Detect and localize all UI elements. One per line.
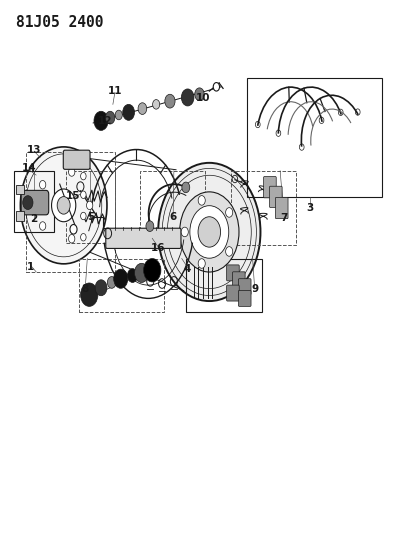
Circle shape bbox=[165, 94, 175, 108]
Text: 15: 15 bbox=[66, 191, 81, 201]
Circle shape bbox=[21, 147, 107, 264]
Text: 3: 3 bbox=[306, 203, 313, 213]
Circle shape bbox=[69, 235, 75, 243]
FancyBboxPatch shape bbox=[227, 265, 239, 281]
Circle shape bbox=[198, 217, 220, 247]
Circle shape bbox=[226, 247, 233, 256]
Text: 4: 4 bbox=[184, 264, 191, 274]
Circle shape bbox=[135, 263, 149, 282]
Circle shape bbox=[81, 283, 98, 306]
Circle shape bbox=[123, 104, 135, 120]
Bar bbox=[141, 171, 205, 243]
FancyBboxPatch shape bbox=[233, 272, 245, 288]
FancyBboxPatch shape bbox=[275, 197, 288, 219]
Circle shape bbox=[87, 201, 93, 209]
Circle shape bbox=[81, 172, 86, 180]
Text: 9: 9 bbox=[251, 284, 258, 294]
Text: 10: 10 bbox=[196, 93, 211, 103]
Circle shape bbox=[143, 259, 161, 282]
Bar bbox=[247, 78, 382, 197]
Circle shape bbox=[40, 222, 46, 230]
Circle shape bbox=[198, 259, 205, 268]
Circle shape bbox=[158, 163, 260, 301]
Text: 11: 11 bbox=[107, 86, 122, 96]
Text: 13: 13 bbox=[27, 144, 41, 155]
FancyBboxPatch shape bbox=[227, 285, 239, 301]
Circle shape bbox=[195, 88, 204, 101]
Bar bbox=[186, 259, 262, 312]
Bar bbox=[66, 171, 115, 243]
Circle shape bbox=[81, 191, 86, 198]
Text: 6: 6 bbox=[169, 212, 177, 222]
FancyBboxPatch shape bbox=[239, 279, 251, 295]
Circle shape bbox=[70, 224, 77, 234]
Circle shape bbox=[95, 280, 107, 296]
Circle shape bbox=[152, 100, 160, 109]
Circle shape bbox=[213, 83, 220, 91]
FancyBboxPatch shape bbox=[16, 211, 24, 221]
FancyBboxPatch shape bbox=[263, 176, 276, 198]
Circle shape bbox=[57, 197, 70, 214]
Circle shape bbox=[114, 269, 128, 288]
Circle shape bbox=[107, 277, 116, 288]
Text: 12: 12 bbox=[98, 116, 112, 126]
Circle shape bbox=[181, 89, 194, 106]
Circle shape bbox=[190, 206, 229, 258]
Bar bbox=[15, 171, 54, 232]
Circle shape bbox=[40, 181, 46, 189]
Bar bbox=[26, 152, 115, 272]
Circle shape bbox=[181, 227, 188, 237]
FancyBboxPatch shape bbox=[239, 290, 251, 306]
Text: 5: 5 bbox=[87, 212, 94, 222]
Circle shape bbox=[94, 111, 108, 131]
FancyBboxPatch shape bbox=[269, 186, 282, 207]
Text: 14: 14 bbox=[22, 163, 36, 173]
Text: 8: 8 bbox=[82, 284, 89, 294]
FancyBboxPatch shape bbox=[106, 228, 181, 248]
Circle shape bbox=[81, 212, 86, 220]
Text: 1: 1 bbox=[26, 262, 34, 271]
Circle shape bbox=[115, 110, 122, 120]
Text: 81J05 2400: 81J05 2400 bbox=[17, 14, 104, 29]
Circle shape bbox=[146, 221, 154, 231]
FancyBboxPatch shape bbox=[16, 184, 24, 194]
Circle shape bbox=[52, 189, 76, 222]
FancyBboxPatch shape bbox=[21, 190, 49, 215]
Circle shape bbox=[69, 168, 75, 176]
Circle shape bbox=[198, 196, 205, 205]
Circle shape bbox=[138, 103, 147, 115]
Bar bbox=[231, 171, 296, 245]
Circle shape bbox=[81, 233, 86, 241]
Circle shape bbox=[182, 182, 190, 193]
Circle shape bbox=[180, 192, 239, 272]
Text: 7: 7 bbox=[280, 213, 288, 223]
Circle shape bbox=[128, 269, 138, 282]
FancyBboxPatch shape bbox=[63, 150, 90, 169]
Text: 16: 16 bbox=[151, 244, 166, 253]
Text: 2: 2 bbox=[30, 214, 38, 224]
Circle shape bbox=[226, 208, 233, 217]
Circle shape bbox=[23, 196, 33, 209]
Circle shape bbox=[105, 111, 115, 124]
Bar bbox=[79, 259, 164, 312]
